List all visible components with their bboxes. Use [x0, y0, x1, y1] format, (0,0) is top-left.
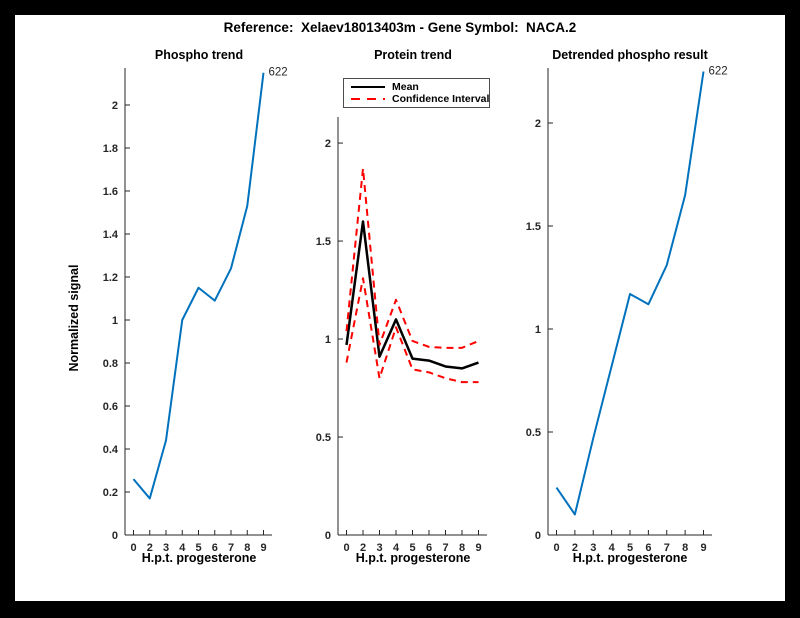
y-tick-label: 0.4	[103, 444, 119, 456]
x-tick-label: 4	[179, 542, 186, 554]
x-tick-label: 7	[228, 542, 234, 554]
y-tick-label: 1.2	[103, 272, 118, 284]
y-tick-label: 0.2	[103, 487, 118, 499]
x-tick-label: 7	[442, 542, 448, 554]
x-tick-label: 2	[572, 542, 578, 554]
legend-box: Mean Confidence Interval	[343, 78, 490, 108]
x-tick-label: 8	[682, 542, 688, 554]
confidence-interval-upper-line	[345, 167, 479, 349]
confidence-interval-line-sample	[351, 97, 385, 101]
x-tick-label: 0	[343, 542, 349, 554]
x-tick-label: 8	[244, 542, 250, 554]
y-tick-label: 1	[325, 334, 331, 346]
subplot-protein-title: Protein trend	[374, 48, 452, 62]
x-axis-label-detrended: H.p.t. progesterone	[572, 551, 688, 565]
y-tick-label: 2	[325, 138, 331, 150]
y-tick-label: 1	[535, 324, 541, 336]
legend-label-mean: Mean	[392, 81, 419, 93]
x-tick-label: 6	[212, 542, 218, 554]
x-tick-label: 6	[645, 542, 651, 554]
series-annotation: 622	[269, 67, 288, 79]
legend-entry-confidence-interval: Confidence Interval	[351, 93, 489, 105]
y-tick-label: 0.8	[103, 358, 118, 370]
x-tick-label: 0	[130, 542, 136, 554]
x-tick-label: 2	[360, 542, 366, 554]
x-tick-label: 8	[459, 542, 465, 554]
x-axis-label-protein: H.p.t. progesterone	[355, 551, 471, 565]
y-tick-label: 0.6	[103, 401, 118, 413]
x-tick-label: 9	[700, 542, 706, 554]
x-axis-label-phospho: H.p.t. progesterone	[141, 551, 257, 565]
x-tick-label: 5	[409, 542, 415, 554]
y-axis-label: Normalized signal	[67, 264, 81, 372]
x-tick-label: 5	[627, 542, 633, 554]
subplot-phospho-title: Phospho trend	[154, 48, 244, 62]
y-tick-label: 0.5	[316, 432, 331, 444]
mean-line	[345, 220, 479, 370]
confidence-interval-lower-line	[345, 277, 479, 384]
x-tick-label: 3	[590, 542, 596, 554]
y-tick-label: 1.5	[526, 221, 541, 233]
x-tick-label: 5	[195, 542, 201, 554]
x-tick-label: 4	[609, 542, 616, 554]
x-tick-label: 9	[260, 542, 266, 554]
x-tick-label: 4	[393, 542, 400, 554]
y-tick-label: 1.4	[103, 229, 119, 241]
y-tick-label: 0	[535, 530, 541, 542]
y-tick-label: 0.5	[526, 427, 541, 439]
legend-label-confidence-interval: Confidence Interval	[392, 93, 490, 105]
phospho-trend-line	[132, 72, 265, 500]
subplot-detrended-title: Detrended phospho result	[552, 48, 708, 62]
x-tick-label: 9	[475, 542, 481, 554]
x-tick-label: 7	[664, 542, 670, 554]
y-tick-label: 0	[112, 530, 118, 542]
y-tick-label: 1.5	[316, 236, 331, 248]
y-tick-label: 0	[325, 530, 331, 542]
y-tick-label: 1.6	[103, 186, 118, 198]
x-tick-label: 3	[163, 542, 169, 554]
y-tick-label: 1.8	[103, 143, 118, 155]
mean-line-sample	[351, 85, 385, 89]
x-tick-label: 3	[376, 542, 382, 554]
legend-entry-mean: Mean	[351, 81, 489, 93]
y-tick-label: 2	[535, 118, 541, 130]
x-tick-label: 0	[553, 542, 559, 554]
y-tick-label: 1	[112, 315, 118, 327]
figure-title: Reference: Xelaev18013403m - Gene Symbol…	[223, 20, 577, 35]
detrended-phospho-line	[555, 71, 705, 516]
y-tick-label: 2	[112, 100, 118, 112]
x-tick-label: 6	[426, 542, 432, 554]
x-tick-label: 2	[147, 542, 153, 554]
series-annotation: 622	[709, 66, 728, 78]
